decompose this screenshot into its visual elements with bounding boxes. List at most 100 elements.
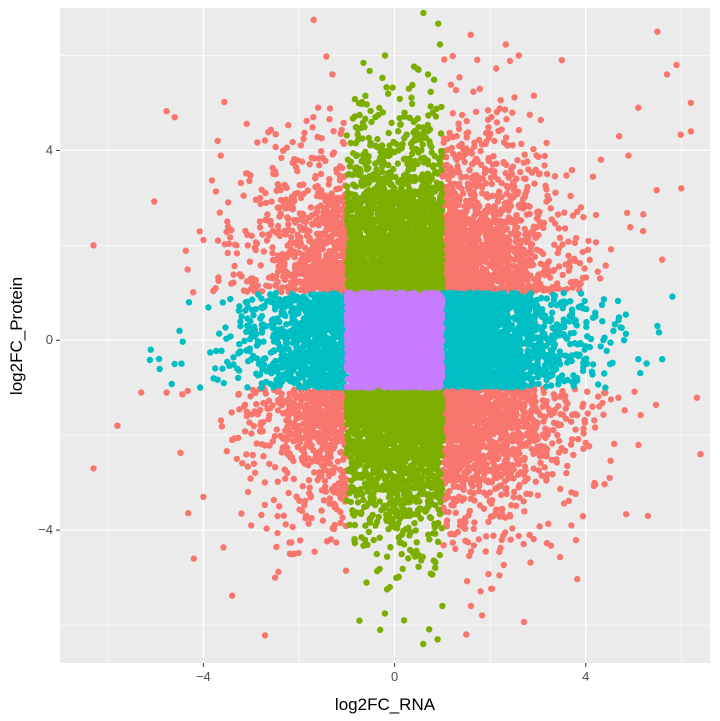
data-point — [217, 152, 224, 159]
data-point — [572, 235, 580, 242]
data-point — [517, 217, 525, 224]
data-point — [473, 155, 480, 162]
data-point — [184, 387, 191, 395]
data-point — [177, 449, 184, 456]
data-point — [288, 199, 295, 207]
data-point — [332, 403, 339, 410]
data-point — [290, 194, 297, 201]
data-point — [502, 458, 509, 465]
data-point — [448, 400, 455, 407]
data-point — [447, 453, 455, 461]
data-point — [464, 539, 472, 546]
data-point — [337, 252, 344, 259]
data-point — [550, 409, 558, 417]
data-point — [440, 542, 447, 549]
data-point — [297, 537, 304, 544]
data-point — [295, 422, 302, 430]
data-point — [298, 446, 305, 453]
data-point — [561, 225, 569, 232]
data-point — [257, 200, 264, 208]
data-point — [466, 552, 473, 560]
data-point — [338, 474, 345, 481]
data-point — [496, 471, 503, 478]
data-point — [259, 427, 266, 435]
data-point — [601, 481, 608, 488]
data-point — [278, 390, 285, 398]
data-point — [230, 271, 237, 278]
data-point — [336, 196, 343, 203]
data-point — [214, 137, 221, 145]
data-point — [476, 502, 484, 509]
data-point — [239, 460, 246, 467]
data-point — [475, 536, 482, 543]
data-point — [450, 483, 457, 490]
data-point — [278, 154, 285, 162]
data-point — [263, 282, 270, 289]
data-point — [471, 519, 478, 526]
data-point — [466, 167, 473, 174]
data-point — [530, 92, 538, 99]
data-point — [478, 190, 486, 197]
data-point — [687, 99, 695, 107]
data-point — [253, 401, 260, 408]
data-point — [503, 190, 511, 197]
data-point — [285, 402, 293, 409]
data-point — [274, 222, 282, 230]
data-point — [328, 427, 336, 434]
data-point — [266, 442, 273, 449]
data-point — [261, 632, 269, 639]
data-point — [449, 276, 456, 283]
data-point — [524, 183, 531, 191]
data-point — [673, 61, 680, 69]
data-point — [475, 394, 482, 401]
data-point — [494, 455, 501, 463]
data-point — [455, 200, 462, 207]
data-point — [184, 266, 191, 273]
data-point — [280, 435, 287, 443]
data-point — [301, 410, 308, 417]
data-point — [498, 491, 505, 499]
data-point — [329, 193, 336, 201]
data-point — [463, 631, 470, 638]
data-point — [512, 233, 520, 240]
data-point — [472, 475, 480, 482]
data-point — [561, 209, 568, 216]
data-point — [464, 402, 472, 409]
data-point — [557, 411, 564, 418]
data-point — [592, 239, 600, 246]
data-point — [231, 262, 238, 270]
data-point — [590, 482, 597, 490]
data-point — [333, 539, 340, 546]
data-point — [314, 270, 321, 278]
data-point — [520, 540, 527, 548]
data-point — [509, 245, 516, 252]
data-point — [507, 255, 515, 263]
data-point — [523, 440, 530, 447]
data-point — [224, 249, 231, 257]
data-point — [538, 472, 545, 479]
data-point — [551, 173, 559, 180]
data-point — [534, 492, 542, 499]
data-point — [280, 512, 287, 519]
data-point — [579, 274, 587, 282]
data-point — [461, 469, 468, 477]
data-point — [448, 214, 455, 221]
data-point — [576, 260, 584, 267]
data-point — [520, 471, 528, 479]
data-point — [496, 572, 503, 579]
data-point — [521, 508, 528, 515]
data-point — [448, 438, 455, 446]
data-point — [408, 94, 415, 101]
data-point — [334, 458, 342, 465]
data-point — [568, 166, 576, 174]
data-point — [274, 512, 281, 520]
data-point — [589, 173, 597, 180]
data-point — [315, 155, 323, 162]
data-point — [505, 142, 512, 149]
data-point — [289, 138, 296, 146]
data-point — [659, 256, 666, 263]
data-point — [452, 464, 459, 471]
data-point — [545, 258, 553, 265]
data-point — [171, 114, 178, 121]
data-point — [449, 150, 457, 157]
